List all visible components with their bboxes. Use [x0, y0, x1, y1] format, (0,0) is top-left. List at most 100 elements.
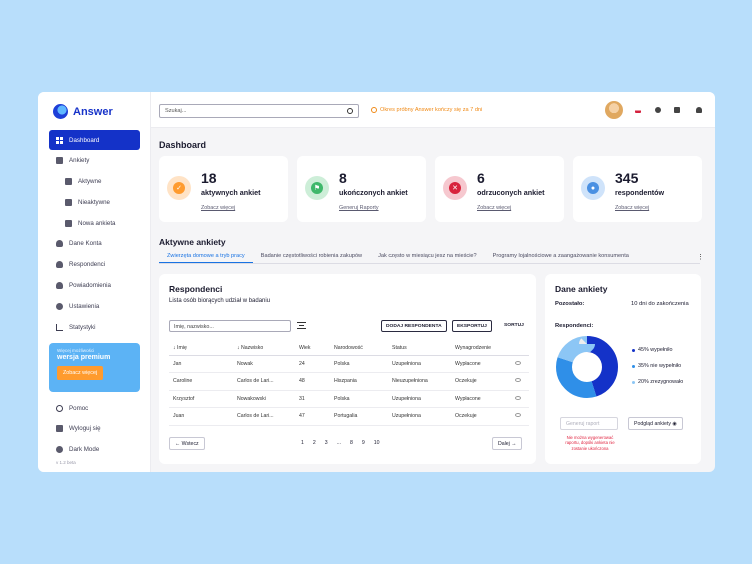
card-subtitle: Lista osób biorących udział w badaniu	[169, 298, 271, 304]
column-header-nazwisko[interactable]: ↓ Nazwisko	[233, 341, 295, 356]
add-respondent-button[interactable]: DODAJ RESPONDENTA	[381, 320, 447, 332]
sidebar-item-nowa-ankieta[interactable]: Nowa ankieta	[49, 213, 140, 233]
eye-icon[interactable]	[515, 378, 521, 383]
page-link[interactable]: 3	[324, 440, 328, 446]
sidebar-item-nieaktywne[interactable]: Nieaktywne	[49, 192, 140, 212]
sidebar-item-respondenci[interactable]: Respondenci	[49, 255, 140, 275]
stat-label: respondentów	[615, 188, 665, 197]
tab-survey-1[interactable]: Zwierzęta domowe a tryb pracy	[159, 252, 253, 263]
stat-link[interactable]: Zobacz więcej	[201, 205, 236, 211]
sidebar-item-label: Ustawienia	[69, 302, 100, 310]
legend-item: 20% zrezygnowało	[632, 379, 683, 385]
eye-icon[interactable]	[515, 395, 521, 400]
gear-icon[interactable]	[655, 107, 661, 113]
promo-caption: Więcej możliwości	[57, 348, 95, 353]
legend-label: 45% wypełniło	[638, 347, 673, 353]
tab-survey-2[interactable]: Badanie częstotliwości robienia zakupów	[260, 253, 363, 259]
topbar: Szukaj... Okres próbny Answer kończy się…	[151, 92, 715, 128]
promo-title: wersja premium	[57, 354, 111, 361]
language-flag-icon[interactable]	[635, 108, 641, 113]
respondent-search-input[interactable]: Imię, nazwisko...	[169, 320, 291, 332]
sidebar-item-aktywne[interactable]: Aktywne	[49, 172, 140, 192]
trial-text: Okres próbny Answer kończy się za 7 dni	[380, 107, 483, 113]
cell: Uzupełniona	[388, 355, 451, 373]
sidebar-item-dane-konta[interactable]: Dane Konta	[49, 234, 140, 254]
page-link[interactable]: 9	[361, 440, 365, 446]
cell: 48	[295, 372, 330, 391]
sidebar-item-wyloguj[interactable]: Wyloguj się	[49, 419, 140, 439]
search-input[interactable]: Szukaj...	[159, 104, 359, 118]
stat-link[interactable]: Generuj Raporty	[339, 205, 379, 211]
donut-segment-not-filled	[556, 336, 618, 398]
sidebar-item-label: Statystyki	[69, 323, 96, 331]
bell-icon[interactable]	[696, 107, 702, 113]
cell: Portugalia	[330, 407, 388, 426]
sort-button[interactable]: SORTUJ	[504, 323, 524, 328]
trial-notice: Okres próbny Answer kończy się za 7 dni	[371, 107, 482, 113]
dark-mode-toggle[interactable]: Dark Mode	[49, 440, 140, 460]
page-link[interactable]: 2	[312, 440, 316, 446]
page-link[interactable]: 10	[373, 440, 380, 446]
table-header: ↓ Imię ↓ Nazwisko Wiek Narodowość Status…	[169, 341, 529, 356]
eye-icon[interactable]	[515, 360, 521, 365]
column-header-status: Status	[388, 341, 451, 356]
active-surveys-title: Aktywne ankiety	[159, 237, 226, 247]
prev-page-button[interactable]: ← Wstecz	[169, 437, 205, 450]
tab-survey-4[interactable]: Programy lojalnościowe a zaangażowanie k…	[492, 253, 629, 259]
cell-actions	[511, 407, 529, 426]
filter-icon[interactable]	[297, 322, 306, 329]
sidebar-item-pomoc[interactable]: Pomoc	[49, 398, 140, 418]
respondents-donut-chart	[556, 336, 618, 398]
legend-label: 20% zrezygnowało	[638, 379, 684, 385]
cell: Caroline	[169, 372, 233, 391]
cell: Carlos de Lari...	[233, 407, 295, 426]
search-icon[interactable]	[347, 108, 353, 114]
sidebar-item-label: Dashboard	[69, 136, 100, 144]
page-link[interactable]: 1	[301, 440, 304, 446]
sidebar-item-label: Wyloguj się	[69, 425, 101, 433]
stat-link[interactable]: Zobacz więcej	[477, 205, 512, 211]
export-button[interactable]: EKSPORTUJ	[452, 320, 492, 332]
cell: Oczekuje	[451, 372, 511, 391]
stat-icon-wrap: ●	[581, 176, 605, 200]
stat-link[interactable]: Zobacz więcej	[615, 205, 650, 211]
pagination: 1 2 3 ... 8 9 10	[301, 440, 380, 446]
next-page-button[interactable]: Dalej →	[492, 437, 523, 450]
more-options-icon[interactable]: ⋮	[697, 254, 704, 261]
avatar[interactable]	[605, 101, 623, 119]
sidebar-item-powiadomienia[interactable]: Powiadomienia	[49, 276, 140, 296]
app-window: Answer Dashboard Ankiety Aktywne Nieakty…	[38, 92, 715, 472]
cell: Krzysztof	[169, 390, 233, 408]
document-icon	[56, 157, 63, 165]
logo[interactable]: Answer	[53, 104, 113, 119]
tab-survey-3[interactable]: Jak często w miesiącu jesz na mieście?	[378, 253, 477, 259]
table-row[interactable]: Krzysztof Nowakowski 31 Polska Uzupełnio…	[169, 390, 529, 408]
table-row[interactable]: Caroline Carlos de Lari... 48 Hiszpania …	[169, 372, 529, 391]
page-title: Dashboard	[159, 140, 207, 150]
respondents-card: Respondenci Lista osób biorących udział …	[159, 274, 536, 464]
stat-number: 6	[477, 170, 485, 186]
stat-icon-wrap: ⚑	[305, 176, 329, 200]
sidebar-bottom-nav: Pomoc Wyloguj się Dark Mode	[49, 398, 140, 460]
cell: Juan	[169, 407, 233, 426]
preview-survey-button[interactable]: Podgląd ankiety ◉	[628, 417, 683, 430]
document-icon	[65, 219, 72, 227]
remaining-value: 10 dni do zakończenia	[631, 301, 689, 307]
eye-icon[interactable]	[515, 413, 521, 418]
generate-report-button[interactable]: Generuj raport	[560, 417, 618, 430]
calendar-icon[interactable]	[674, 107, 680, 113]
sidebar-item-ankiety[interactable]: Ankiety	[49, 151, 140, 171]
flag-icon: ⚑	[311, 182, 323, 194]
survey-data-card: Dane ankiety Pozostało: 10 dni do zakońc…	[545, 274, 701, 464]
promo-button[interactable]: Zobacz więcej	[57, 366, 104, 380]
sidebar-item-ustawienia[interactable]: Ustawienia	[49, 296, 140, 316]
sidebar-item-dashboard[interactable]: Dashboard	[49, 130, 140, 150]
table-row[interactable]: Juan Carlos de Lari... 47 Portugalia Uzu…	[169, 407, 529, 426]
sidebar-item-label: Nieaktywne	[78, 198, 110, 206]
page-link[interactable]: 8	[350, 440, 353, 446]
survey-tabs: Zwierzęta domowe a tryb pracy Badanie cz…	[159, 252, 700, 264]
sidebar-item-statystyki[interactable]: Statystyki	[49, 317, 140, 337]
table-row[interactable]: Jan Nowak 24 Polska Uzupełniona Wypłacon…	[169, 355, 529, 373]
cell: Carlos de Lari...	[233, 372, 295, 391]
column-header-imie[interactable]: ↓ Imię	[169, 341, 233, 356]
